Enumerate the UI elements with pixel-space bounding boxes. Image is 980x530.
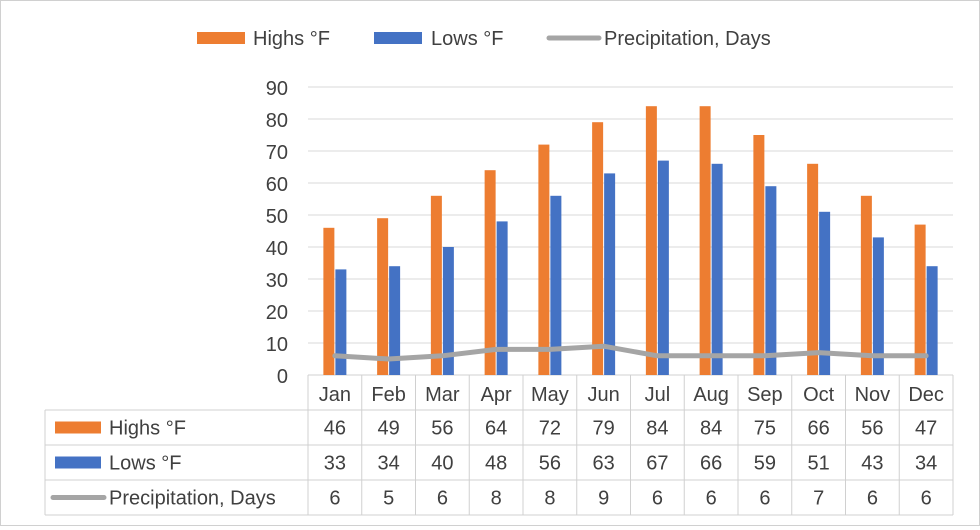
table-cell-value: 47 [915,418,937,440]
y-tick-label: 20 [266,302,288,324]
x-tick-label: Apr [481,384,512,406]
y-tick-label: 10 [266,334,288,356]
table-cell-value: 33 [324,453,346,475]
table-cell-value: 46 [324,418,346,440]
bar-highsf [592,122,604,375]
table-cell-value: 48 [485,453,507,475]
table-cell-value: 51 [808,453,830,475]
x-tick-label: Feb [371,384,405,406]
table-cell-value: 56 [431,418,453,440]
bar-highsf [699,106,711,375]
bar-lowsf [872,237,884,375]
table-cell-value: 6 [706,488,717,510]
table-cell-value: 43 [861,453,883,475]
x-tick-label: Sep [747,384,783,406]
table-cell-value: 67 [646,453,668,475]
table-cell-value: 84 [646,418,668,440]
legend-key [197,32,245,44]
bar-lowsf [550,195,562,375]
table-cell-value: 9 [598,488,609,510]
table-cell-value: 7 [813,488,824,510]
bar-highsf [484,170,496,375]
bar-lowsf [765,186,777,375]
legend-label: Highs °F [253,28,330,50]
bar-lowsf [657,160,669,375]
bar-highsf [430,195,442,375]
table-cell-value: 75 [754,418,776,440]
bar-highsf [860,195,872,375]
y-tick-label: 70 [266,142,288,164]
bar-highsf [807,163,819,375]
table-cell-value: 6 [652,488,663,510]
y-tick-label: 80 [266,110,288,132]
table-legend-key [55,421,101,434]
x-tick-label: Nov [855,384,891,406]
line-precipitation [332,343,929,362]
bar-highsf [323,227,335,375]
bar-lowsf [711,163,723,375]
table-cell-value: 6 [329,488,340,510]
bar-lowsf [389,266,401,375]
bar-highsf [914,224,926,375]
x-tick-label: Mar [425,384,460,406]
table-cell-value: 66 [700,453,722,475]
table-cell-value: 40 [431,453,453,475]
bar-lowsf [496,221,508,375]
legend-label: Precipitation, Days [604,28,771,50]
table-cell-value: 34 [915,453,937,475]
table-row-label: Lows °F [109,453,181,475]
legend-label: Lows °F [431,28,503,50]
table-cell-value: 56 [539,453,561,475]
x-tick-label: Dec [908,384,944,406]
y-tick-label: 90 [266,78,288,100]
table-cell-value: 59 [754,453,776,475]
bar-highsf [538,144,550,375]
table-cell-value: 5 [383,488,394,510]
bar-lowsf [604,173,616,375]
table-cell-value: 56 [861,418,883,440]
bar-lowsf [819,211,831,375]
table-cell-value: 66 [808,418,830,440]
legend-key [374,32,422,44]
table-cell-value: 6 [437,488,448,510]
bar-lowsf [335,269,347,375]
x-tick-label: Jun [588,384,620,406]
table-cell-value: 8 [544,488,555,510]
bar-lowsf [442,247,454,375]
table-row-label: Precipitation, Days [109,488,276,510]
bar-highsf [753,135,765,375]
bar-highsf [645,106,657,375]
table-cell-value: 34 [378,453,400,475]
y-tick-label: 30 [266,270,288,292]
table-legend-key [55,456,101,469]
table-cell-value: 84 [700,418,722,440]
table-cell-value: 72 [539,418,561,440]
table-cell-value: 63 [593,453,615,475]
x-tick-label: Oct [803,384,835,406]
table-cell-value: 6 [759,488,770,510]
y-tick-label: 0 [277,366,288,388]
table-cell-value: 49 [378,418,400,440]
y-tick-label: 50 [266,206,288,228]
table-cell-value: 79 [593,418,615,440]
table-cell-value: 6 [867,488,878,510]
x-tick-label: Jul [645,384,671,406]
bar-lowsf [926,266,938,375]
x-tick-label: Aug [693,384,729,406]
y-tick-label: 40 [266,238,288,260]
x-tick-label: Jan [319,384,351,406]
table-cell-value: 64 [485,418,507,440]
table-cell-value: 6 [921,488,932,510]
y-tick-label: 60 [266,174,288,196]
table-row-label: Highs °F [109,418,186,440]
bar-highsf [377,218,389,375]
x-tick-label: May [531,384,569,406]
table-cell-value: 8 [491,488,502,510]
